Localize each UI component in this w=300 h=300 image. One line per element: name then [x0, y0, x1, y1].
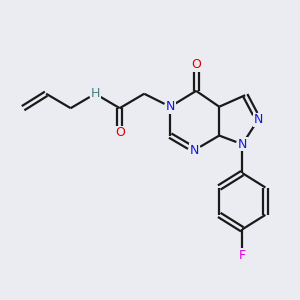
Text: N: N — [254, 113, 263, 126]
Text: N: N — [238, 138, 247, 151]
Text: O: O — [191, 58, 201, 71]
Text: N: N — [190, 143, 200, 157]
Text: O: O — [115, 126, 124, 139]
Text: N: N — [166, 100, 175, 113]
Text: H: H — [91, 87, 100, 100]
Text: F: F — [239, 249, 246, 262]
